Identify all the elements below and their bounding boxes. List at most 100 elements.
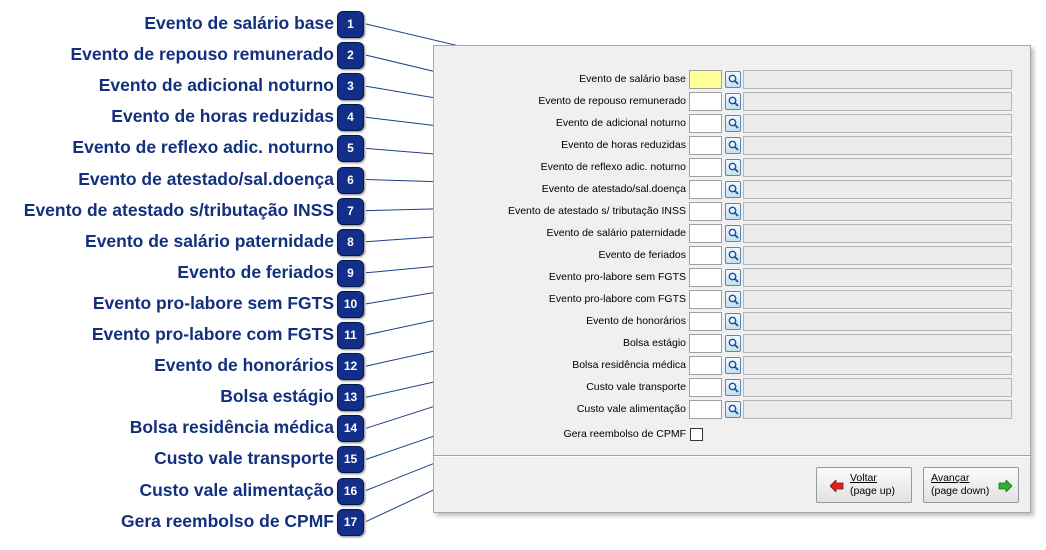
event-description-field <box>743 224 1012 243</box>
magnifier-icon <box>728 272 739 283</box>
event-code-input[interactable] <box>689 202 722 221</box>
next-button[interactable]: Avançar (page down) <box>923 467 1019 503</box>
lookup-button[interactable] <box>725 181 741 198</box>
event-description-field <box>743 290 1012 309</box>
event-description-field <box>743 158 1012 177</box>
arrow-right-icon <box>998 480 1012 492</box>
field-label: Evento de salário base <box>579 73 686 85</box>
event-description-field <box>743 114 1012 133</box>
event-description-field <box>743 400 1012 419</box>
field-label: Evento de repouso remunerado <box>538 95 686 107</box>
event-code-input[interactable] <box>689 114 722 133</box>
event-code-input[interactable] <box>689 224 722 243</box>
divider <box>434 455 1030 457</box>
callout-2: Evento de repouso remunerado 2 <box>0 41 368 70</box>
magnifier-icon <box>728 162 739 173</box>
lookup-button[interactable] <box>725 203 741 220</box>
event-code-input[interactable] <box>689 70 722 89</box>
callout-number-badge: 11 <box>337 322 364 349</box>
event-code-input[interactable] <box>689 180 722 199</box>
cpmf-checkbox[interactable] <box>690 428 703 441</box>
callout-label: Evento de repouso remunerado <box>70 44 334 65</box>
magnifier-icon <box>728 294 739 305</box>
field-label: Evento de horas reduzidas <box>561 139 686 151</box>
callout-label: Custo vale alimentação <box>139 479 334 500</box>
field-label: Evento de honorários <box>586 315 686 327</box>
magnifier-icon <box>728 206 739 217</box>
event-description-field <box>743 202 1012 221</box>
lookup-button[interactable] <box>725 335 741 352</box>
lookup-button[interactable] <box>725 379 741 396</box>
callout-17: Gera reembolso de CPMF 17 <box>0 508 368 536</box>
event-field-row: Bolsa estágio <box>434 334 1030 353</box>
event-code-input[interactable] <box>689 312 722 331</box>
event-code-input[interactable] <box>689 136 722 155</box>
lookup-button[interactable] <box>725 71 741 88</box>
callout-6: Evento de atestado/sal.doença 6 <box>0 166 368 194</box>
field-label: Evento pro-labore com FGTS <box>548 293 686 305</box>
lookup-button[interactable] <box>725 313 741 330</box>
callout-number-badge: 4 <box>337 104 364 132</box>
cpmf-row: Gera reembolso de CPMF <box>434 427 1030 442</box>
callout-number-badge: 13 <box>337 384 364 412</box>
lookup-button[interactable] <box>725 357 741 374</box>
callout-15: Custo vale transporte 15 <box>0 445 368 474</box>
magnifier-icon <box>728 74 739 85</box>
next-label: Avançar <box>931 472 970 484</box>
callout-label: Evento de reflexo adic. noturno <box>72 137 334 158</box>
event-code-input[interactable] <box>689 92 722 111</box>
event-field-row: Evento de atestado/sal.doença <box>434 180 1030 199</box>
field-label: Evento de atestado/sal.doença <box>541 183 686 195</box>
lookup-button[interactable] <box>725 93 741 110</box>
event-field-row: Evento de feriados <box>434 246 1030 265</box>
callout-number-badge: 14 <box>337 415 364 443</box>
field-label: Custo vale alimentação <box>576 403 686 415</box>
event-description-field <box>743 246 1012 265</box>
event-field-row: Custo vale alimentação <box>434 400 1030 419</box>
lookup-button[interactable] <box>725 115 741 132</box>
lookup-button[interactable] <box>725 225 741 242</box>
next-shortcut: (page down) <box>931 485 990 497</box>
event-code-input[interactable] <box>689 290 722 309</box>
callout-label: Custo vale transporte <box>154 448 334 469</box>
event-field-row: Bolsa residência médica <box>434 356 1030 375</box>
event-code-input[interactable] <box>689 246 722 265</box>
event-code-input[interactable] <box>689 378 722 397</box>
event-code-input[interactable] <box>689 158 722 177</box>
event-code-input[interactable] <box>689 334 722 353</box>
field-label: Custo vale transporte <box>586 381 686 393</box>
back-shortcut: (page up) <box>850 485 895 497</box>
lookup-button[interactable] <box>725 137 741 154</box>
lookup-button[interactable] <box>725 291 741 308</box>
callout-number-badge: 16 <box>337 477 364 505</box>
event-description-field <box>743 312 1012 331</box>
lookup-button[interactable] <box>725 159 741 176</box>
event-field-row: Evento pro-labore sem FGTS <box>434 268 1030 287</box>
arrow-left-icon <box>830 480 844 492</box>
field-label: Evento pro-labore sem FGTS <box>548 271 686 283</box>
event-field-row: Evento de reflexo adic. noturno <box>434 158 1030 177</box>
event-code-input[interactable] <box>689 400 722 419</box>
event-description-field <box>743 268 1012 287</box>
callout-label: Evento de feriados <box>177 261 334 282</box>
lookup-button[interactable] <box>725 269 741 286</box>
lookup-button[interactable] <box>725 401 741 418</box>
field-label: Bolsa residência médica <box>572 359 686 371</box>
callout-number-badge: 10 <box>337 290 364 318</box>
event-description-field <box>743 92 1012 111</box>
callout-3: Evento de adicional noturno 3 <box>0 72 368 101</box>
event-code-input[interactable] <box>689 356 722 375</box>
callout-1: Evento de salário base 1 <box>0 10 368 38</box>
lookup-button[interactable] <box>725 247 741 264</box>
event-code-input[interactable] <box>689 268 722 287</box>
field-label: Evento de reflexo adic. noturno <box>540 161 686 173</box>
field-label: Evento de salário paternidade <box>546 227 686 239</box>
callout-number-badge: 15 <box>337 446 364 474</box>
callout-number-badge: 12 <box>337 353 364 381</box>
callout-label: Evento de salário base <box>144 13 334 33</box>
event-description-field <box>743 356 1012 375</box>
callout-14: Bolsa residência médica 14 <box>0 414 368 443</box>
back-button[interactable]: Voltar (page up) <box>816 467 912 503</box>
callout-label: Bolsa residência médica <box>129 417 334 438</box>
callout-list: Evento de salário base 1 Evento de repouso… <box>0 0 370 550</box>
